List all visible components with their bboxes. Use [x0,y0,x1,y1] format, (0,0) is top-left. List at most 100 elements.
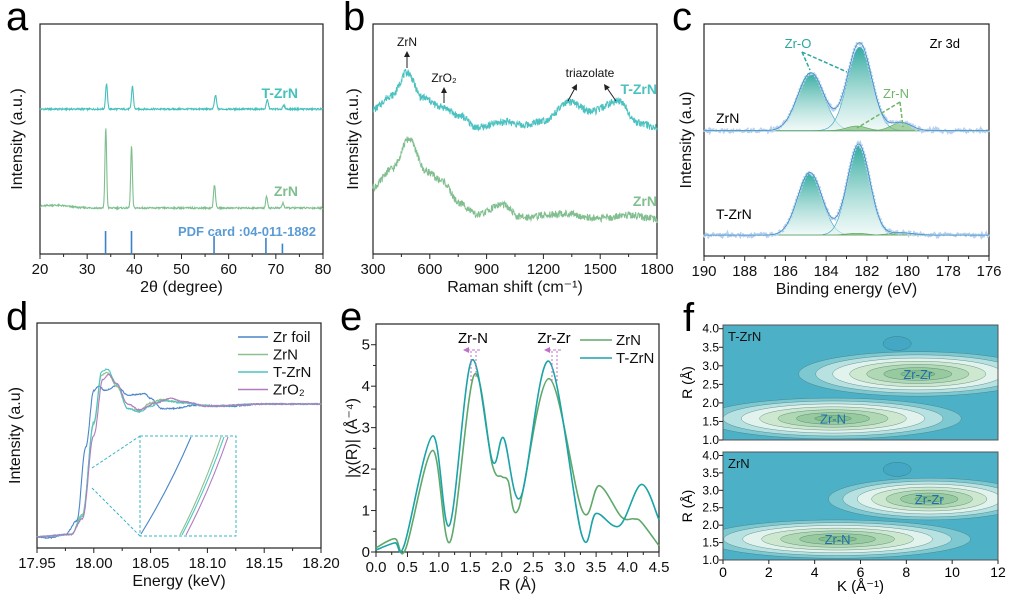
contour-island [882,336,912,351]
y-tick-label: 2 [362,461,370,478]
fit-envelope [704,42,989,132]
legend-label: ZrN [616,332,641,349]
series-line-zrn [372,136,658,224]
y-axis-label: Intensity (a.u) [7,387,24,484]
x-tick-label: 176 [976,263,1001,280]
contour-level [818,536,857,543]
x-tick-label: 40 [126,261,143,278]
y-tick-label: 3.0 [702,359,719,373]
core-level-label: Zr 3d [930,36,960,51]
y-tick-label: 4.0 [702,322,719,336]
series-line-t-zrn [375,359,660,553]
x-tick-label: 18.20 [302,555,340,572]
x-tick-label: 20 [32,261,49,278]
y-tick-label: 2.0 [702,396,719,410]
inset-curve [185,436,229,536]
y-axis-label: Intensity (a.u.) [9,88,26,189]
panel-letter: c [672,0,692,39]
map-label-t-zrn: T-ZrN [728,329,761,344]
y-tick-label: 1.5 [702,414,719,428]
annotation-zrn: ZrN [397,35,417,49]
y-tick-label: 1.5 [702,536,719,550]
x-tick-label: 188 [732,263,757,280]
x-tick-label: 1500 [584,261,617,278]
legend-label: ZrN [273,347,298,364]
feature-label-zr-n: Zr-N [825,532,851,547]
x-tick-label: 10 [944,564,960,580]
inset-curve [179,436,222,536]
panel-letter: a [6,0,29,39]
x-axis-label: K (Å⁻¹) [837,578,884,595]
y-tick-label: 1 [362,503,370,520]
annotation-arrow [567,87,576,102]
contour-island [882,462,912,477]
x-tick-label: 3.0 [554,559,575,576]
contour-level [814,415,852,422]
panel-letter: f [683,296,695,340]
inset-curve [181,436,225,536]
y-tick-label: 0 [362,544,370,561]
arrow-head [604,84,610,91]
series-line-zrn [39,128,324,211]
x-tick-label: 190 [691,263,716,280]
x-tick-label: 17.95 [18,555,56,572]
x-axis-label: Energy (keV) [132,573,225,590]
shift-arrow-head [544,347,550,353]
contour-map-zrn [723,452,998,560]
x-tick-label: 1.0 [428,559,449,576]
inset-curve [140,436,192,535]
x-tick-label: 182 [854,263,879,280]
x-tick-label: 70 [267,261,284,278]
plot-frame [722,324,999,441]
annotation-zr-n: Zr-N [458,330,488,347]
sample-label-t-zrn: T-ZrN [716,206,752,222]
zr-o-component [703,46,990,132]
sample-label-zrn: ZrN [716,110,739,126]
zr-n-leader-lines [856,101,904,129]
x-tick-label: 2 [765,564,773,580]
series-line-zro2 [36,373,322,539]
x-axis-label: R (Å) [499,575,536,594]
y-tick-label: 2.5 [702,377,719,391]
panel-letter: e [340,295,362,339]
x-tick-label: 300 [360,261,385,278]
y-tick-label: 2.0 [702,518,719,532]
y-tick-label: 4 [362,378,370,395]
x-tick-label: 3.5 [586,559,607,576]
y-axis-label: R (Å) [679,490,695,523]
series-line-zr-foil [36,384,322,540]
x-tick-label: 8 [902,564,910,580]
arrow-head [404,51,410,57]
x-tick-label: 50 [173,261,190,278]
raw-data-points [703,39,991,137]
zr-o-leader-lines [801,51,848,73]
x-tick-label: 900 [474,261,499,278]
legend-label: T-ZrN [273,364,311,381]
x-tick-label: 18.15 [245,555,283,572]
x-tick-label: 60 [220,261,237,278]
inset-connector-lines [91,435,141,537]
arrow-head [441,87,447,93]
y-tick-label: 2.5 [702,501,719,515]
arrow-head [571,84,577,91]
y-axis-label: Intensity (a.u.) [345,88,362,189]
feature-label-zr-zr: Zr-Zr [915,492,945,507]
contour-map-t-zrn [723,325,998,440]
x-tick-label: 186 [773,263,798,280]
series-label-t-zrn: T-ZrN [261,85,298,101]
fit-envelope [704,143,989,236]
legend-label: T-ZrN [616,350,654,367]
x-tick-label: 12 [990,564,1006,580]
x-tick-label: 178 [936,263,961,280]
contour-level [900,370,936,378]
series-line-zrn [375,373,660,555]
x-tick-label: 1200 [527,261,560,278]
x-tick-label: 600 [417,261,442,278]
y-tick-label: 3.5 [702,340,719,354]
x-tick-label: 4.0 [617,559,638,576]
y-tick-label: 1.0 [702,553,719,567]
x-tick-label: 18.05 [132,555,170,572]
x-tick-label: 1800 [640,261,673,278]
zr-n-label: Zr-N [883,86,909,101]
annotation-arrow [606,87,617,102]
